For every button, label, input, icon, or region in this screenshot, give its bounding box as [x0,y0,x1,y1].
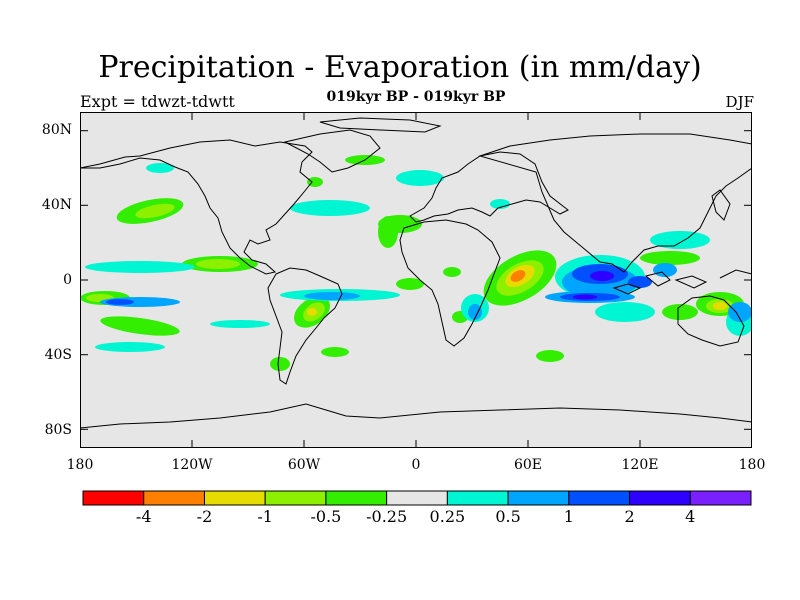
colorbar-label: -1 [257,507,273,526]
colorbar-swatch [446,490,509,506]
tick-marks [80,112,752,448]
colorbar-swatch [264,490,327,506]
precip-evap-contours [80,155,752,371]
colorbar-swatch [386,490,448,506]
lon-tick-label: 0 [411,457,421,473]
colorbar-label: -2 [196,507,213,526]
colorbar-label: 0.5 [495,507,521,526]
colorbar-label: 4 [685,507,696,526]
colorbar [82,490,752,506]
colorbar-swatch [507,490,570,506]
chart-subtitle: 019kyr BP - 019kyr BP [326,89,506,105]
lat-tick-label: 80N [41,122,72,138]
colorbar-label: 1 [563,507,574,526]
colorbar-swatch [82,490,145,506]
colorbar-label: -0.5 [310,507,342,526]
colorbar-swatch [629,490,691,506]
colorbar-swatch [203,490,266,506]
lon-tick-label: 120W [171,457,213,473]
colorbar-swatch [325,490,388,506]
colorbar-label: 2 [624,507,635,526]
lon-tick-label: 120E [621,457,659,473]
lon-tick-label: 180 [66,457,94,473]
colorbar-label: -0.25 [366,507,408,526]
lat-tick-label: 80S [44,422,72,438]
colorbar-label: 0.25 [429,507,466,526]
colorbar-swatch [143,490,205,506]
lat-tick-label: 40S [44,347,72,363]
map-panel [80,112,752,448]
lon-tick-label: 60W [287,457,321,473]
lat-tick-label: 0 [63,272,72,288]
chart-title: Precipitation - Evaporation (in mm/day) [98,50,702,85]
lon-tick-label: 180 [738,457,766,473]
colorbar-swatch [689,490,752,506]
season-label: DJF [725,93,754,111]
colorbar-label: -4 [135,507,152,526]
lon-tick-label: 60E [513,457,543,473]
coastlines [80,117,752,429]
colorbar-swatch [568,490,631,506]
experiment-label: Expt = tdwzt-tdwtt [80,92,235,111]
lat-tick-label: 40N [41,197,72,213]
